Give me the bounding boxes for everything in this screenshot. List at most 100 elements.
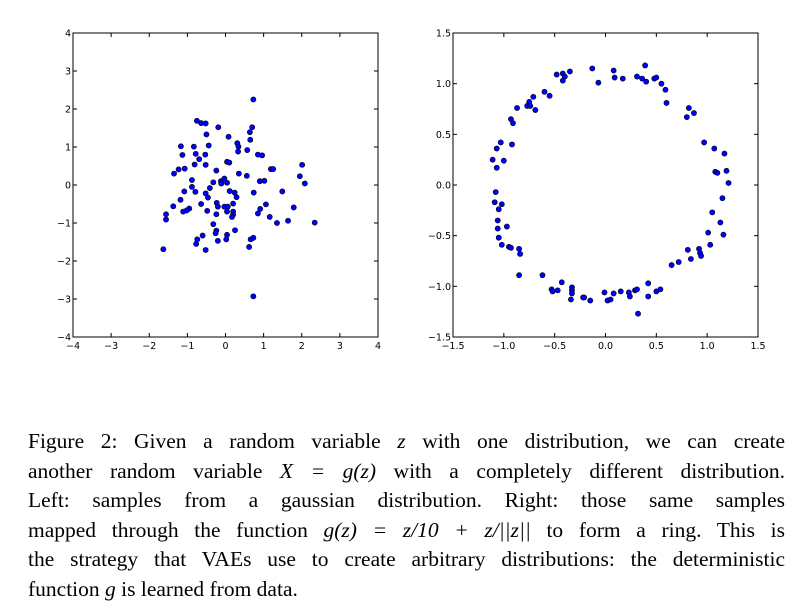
caption-text: Figure 2: Given a random variable bbox=[28, 429, 398, 453]
left-scatter-point bbox=[218, 180, 225, 187]
left-scatter-point bbox=[255, 210, 261, 217]
left-scatter-point bbox=[225, 133, 232, 140]
left-scatter-point bbox=[229, 214, 235, 220]
math-x-equals-gz: X = g(z) bbox=[279, 458, 377, 483]
right-scatter-point bbox=[683, 114, 690, 121]
left-scatter-point bbox=[224, 179, 230, 186]
left-scatter-point bbox=[192, 188, 199, 195]
right-scatter-point bbox=[685, 105, 692, 111]
right-scatter-point bbox=[611, 74, 618, 81]
right-scatter-point bbox=[643, 78, 650, 85]
right-scatter-point bbox=[508, 244, 514, 251]
caption-text: is learned from data. bbox=[115, 576, 298, 601]
right-plot-frame bbox=[452, 32, 759, 338]
right-scatter-point bbox=[559, 77, 566, 84]
right-scatter-point bbox=[610, 290, 617, 297]
right-scatter-point bbox=[567, 68, 573, 75]
right-scatter-point bbox=[554, 287, 561, 294]
right-scatter-point bbox=[527, 103, 534, 109]
right-scatter-point bbox=[658, 80, 665, 87]
caption-line-2: another random variable X = g(z) with a … bbox=[28, 457, 785, 487]
right-scatter-point bbox=[691, 110, 697, 116]
caption-text: with one distribution, we can create bbox=[405, 429, 786, 453]
left-scatter-point bbox=[205, 142, 212, 149]
right-scatter-point bbox=[725, 180, 732, 186]
left-scatter-point bbox=[189, 177, 195, 183]
right-ytick-label: 0.5 bbox=[436, 130, 451, 141]
caption-text: Left: samples from a gaussian distributi… bbox=[28, 488, 785, 512]
left-scatter-point bbox=[246, 129, 253, 136]
caption-text: the strategy that VAEs use to create arb… bbox=[28, 547, 785, 571]
left-scatter-point bbox=[226, 159, 233, 166]
left-xtick-label: 2 bbox=[299, 341, 305, 352]
right-scatter-point bbox=[498, 201, 505, 208]
right-scatter-point bbox=[546, 92, 553, 99]
left-scatter-point bbox=[210, 179, 217, 186]
left-scatter-point bbox=[196, 156, 203, 163]
right-scatter-point bbox=[503, 223, 510, 230]
left-scatter-point bbox=[311, 219, 318, 226]
left-scatter-point bbox=[285, 217, 291, 224]
caption-text: another random variable bbox=[28, 458, 280, 483]
caption-text: function bbox=[28, 576, 106, 601]
left-scatter-point bbox=[296, 173, 303, 180]
right-scatter-point bbox=[720, 231, 727, 238]
right-scatter-point bbox=[657, 286, 664, 293]
left-scatter-point bbox=[270, 166, 277, 172]
right-scatter-point bbox=[653, 74, 660, 81]
right-xtick-label: 1.0 bbox=[700, 341, 715, 352]
left-scatter-point bbox=[243, 172, 250, 179]
left-scatter-point bbox=[198, 201, 204, 207]
right-scatter-point bbox=[581, 294, 588, 301]
right-scatter-point bbox=[539, 272, 546, 279]
right-scatter-point bbox=[642, 62, 649, 69]
right-scatter-point bbox=[494, 217, 501, 224]
left-scatter-point bbox=[279, 188, 286, 195]
left-ytick-label: −3 bbox=[57, 295, 71, 306]
left-scatter-point bbox=[202, 161, 209, 168]
left-scatter-point bbox=[160, 246, 167, 253]
right-scatter-point bbox=[494, 225, 501, 232]
left-xtick-label: 3 bbox=[337, 341, 343, 352]
left-scatter-point bbox=[179, 152, 186, 158]
right-scatter-point bbox=[645, 293, 652, 300]
right-scatter-point bbox=[619, 75, 626, 82]
caption-line-5: the strategy that VAEs use to create arb… bbox=[28, 545, 785, 575]
right-ytick-label: 0.0 bbox=[436, 181, 451, 192]
left-scatter-point bbox=[177, 143, 184, 150]
right-scatter-point bbox=[514, 105, 520, 111]
right-scatter-point bbox=[610, 67, 617, 74]
right-scatter-point bbox=[493, 164, 500, 171]
left-xtick-label: 1 bbox=[261, 341, 267, 352]
caption-text: to form a ring. This is bbox=[530, 517, 785, 542]
right-scatter-point bbox=[516, 272, 522, 279]
left-scatter-point bbox=[189, 183, 195, 190]
left-scatter-point bbox=[177, 196, 184, 203]
right-xtick-label: 1.5 bbox=[750, 341, 765, 352]
left-scatter-point bbox=[181, 188, 188, 195]
right-scatter-point bbox=[663, 100, 670, 106]
right-scatter-point bbox=[498, 241, 505, 248]
left-scatter-point bbox=[299, 161, 306, 168]
caption-line-1: Figure 2: Given a random variable z with… bbox=[28, 427, 785, 457]
left-ytick-label: 1 bbox=[65, 143, 71, 154]
right-scatter-point bbox=[530, 93, 537, 100]
math-function-g: g(z) = z/10 + z/||z|| bbox=[323, 517, 531, 542]
right-scatter-point bbox=[607, 296, 614, 303]
math-g: g bbox=[105, 576, 116, 601]
right-scatter-point bbox=[698, 253, 704, 259]
right-scatter-point bbox=[510, 120, 516, 127]
right-scatter-point bbox=[721, 150, 728, 157]
right-scatter-point bbox=[500, 157, 507, 164]
left-scatter-point bbox=[233, 194, 240, 201]
caption-line-3: Left: samples from a gaussian distributi… bbox=[28, 486, 785, 516]
right-scatter-point bbox=[717, 219, 724, 226]
right-scatter-point bbox=[541, 88, 548, 95]
left-scatter-point bbox=[210, 221, 217, 228]
caption-text: with a completely different distribution… bbox=[376, 458, 786, 483]
right-xtick-label: 0.5 bbox=[649, 341, 664, 352]
left-xtick-label: −2 bbox=[142, 341, 156, 352]
right-scatter-point bbox=[723, 167, 730, 174]
right-scatter-point bbox=[589, 65, 596, 72]
left-xtick-label: 0 bbox=[222, 341, 228, 352]
